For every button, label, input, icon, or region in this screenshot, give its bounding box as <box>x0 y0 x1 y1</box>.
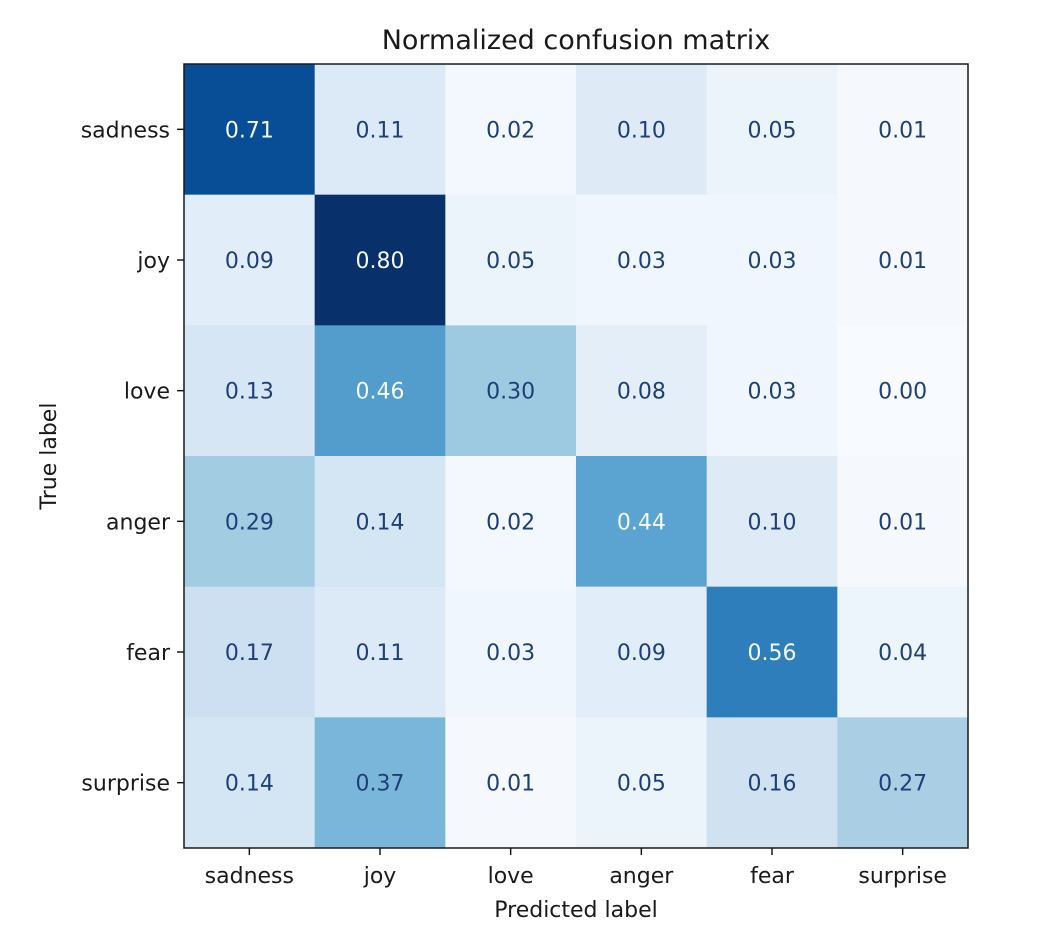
heatmap-cell-joy-surprise <box>837 194 969 326</box>
cell-value-label: 0.10 <box>748 510 797 535</box>
cell-value-label: 0.01 <box>878 510 927 535</box>
heatmap-cell-fear-sadness <box>184 586 316 718</box>
heatmap-cell-sadness-anger <box>576 64 708 196</box>
heatmap-cell-fear-love <box>445 586 577 718</box>
heatmap-cell-surprise-love <box>445 717 577 849</box>
heatmap-cell-fear-anger <box>576 586 708 718</box>
cell-value-label: 0.03 <box>748 249 797 274</box>
heatmap-cell-fear-joy <box>314 586 446 718</box>
cell-value-label: 0.71 <box>225 118 274 143</box>
x-tick-label: fear <box>750 864 795 889</box>
y-tick-label: fear <box>126 641 171 666</box>
heatmap-cell-sadness-surprise <box>837 64 969 196</box>
heatmap-cell-joy-joy <box>314 194 446 326</box>
y-tick-label: joy <box>136 249 170 274</box>
heatmap-cell-love-sadness <box>184 325 316 457</box>
y-axis-label: True label <box>37 403 62 511</box>
heatmap-cell-love-fear <box>706 325 838 457</box>
y-tick-label: love <box>124 380 170 405</box>
heatmap-cell-love-love <box>445 325 577 457</box>
cell-value-label: 0.16 <box>748 772 797 797</box>
cell-value-labels: 0.71 0.11 0.02 0.10 0.05 0.01 0.09 0.80 0.05 0.03… <box>225 118 927 796</box>
heatmap-cell-joy-sadness <box>184 194 316 326</box>
cell-value-label: 0.80 <box>356 249 405 274</box>
y-tick-label: sadness <box>81 118 170 143</box>
cell-value-label: 0.05 <box>748 118 797 143</box>
heatmap-cell-surprise-sadness <box>184 717 316 849</box>
x-tick-label: anger <box>609 864 674 889</box>
cell-value-label: 0.04 <box>878 641 927 666</box>
x-tick-label: sadness <box>205 864 294 889</box>
plot-frame <box>183 63 969 849</box>
x-tick-label: joy <box>363 864 397 889</box>
heatmap-cell-fear-fear <box>706 586 838 718</box>
cell-value-label: 0.01 <box>878 249 927 274</box>
cell-value-label: 0.03 <box>486 641 535 666</box>
heatmap-cell-joy-fear <box>706 194 838 326</box>
cell-value-label: 0.17 <box>225 641 274 666</box>
heatmap-cells <box>184 64 969 849</box>
heatmap-cell-love-surprise <box>837 325 969 457</box>
y-axis-ticks: sadness joy love anger fear surprise <box>81 118 184 797</box>
x-tick-label: surprise <box>858 864 947 889</box>
heatmap-cell-sadness-sadness <box>184 64 316 196</box>
cell-value-label: 0.05 <box>617 772 666 797</box>
cell-value-label: 0.03 <box>748 380 797 405</box>
cell-value-label: 0.03 <box>617 249 666 274</box>
x-axis-label: Predicted label <box>494 898 657 923</box>
heatmap-cell-anger-sadness <box>184 456 316 588</box>
cell-value-label: 0.13 <box>225 380 274 405</box>
cell-value-label: 0.11 <box>356 641 405 666</box>
heatmap-cell-anger-surprise <box>837 456 969 588</box>
heatmap-cell-surprise-anger <box>576 717 708 849</box>
cell-value-label: 0.11 <box>356 118 405 143</box>
cell-value-label: 0.08 <box>617 380 666 405</box>
heatmap-cell-anger-fear <box>706 456 838 588</box>
cell-value-label: 0.14 <box>225 772 274 797</box>
x-tick-label: love <box>488 864 534 889</box>
cell-value-label: 0.14 <box>356 510 405 535</box>
cell-value-label: 0.37 <box>356 772 405 797</box>
cell-value-label: 0.09 <box>617 641 666 666</box>
heatmap-cell-anger-joy <box>314 456 446 588</box>
cell-value-label: 0.27 <box>878 772 927 797</box>
cell-value-label: 0.30 <box>486 380 535 405</box>
cell-value-label: 0.01 <box>878 118 927 143</box>
cell-value-label: 0.56 <box>748 641 797 666</box>
cell-value-label: 0.29 <box>225 510 274 535</box>
heatmap-cell-sadness-love <box>445 64 577 196</box>
y-tick-label: surprise <box>81 772 170 797</box>
heatmap-cell-sadness-fear <box>706 64 838 196</box>
heatmap-cell-anger-love <box>445 456 577 588</box>
cell-value-label: 0.46 <box>356 380 405 405</box>
heatmap-cell-surprise-surprise <box>837 717 969 849</box>
heatmap-cell-love-anger <box>576 325 708 457</box>
cell-value-label: 0.10 <box>617 118 666 143</box>
heatmap-cell-fear-surprise <box>837 586 969 718</box>
heatmap-cell-joy-love <box>445 194 577 326</box>
heatmap-cell-love-joy <box>314 325 446 457</box>
heatmap-cell-anger-anger <box>576 456 708 588</box>
y-tick-label: anger <box>106 510 171 535</box>
cell-value-label: 0.02 <box>486 510 535 535</box>
heatmap-cell-sadness-joy <box>314 64 446 196</box>
cell-value-label: 0.02 <box>486 118 535 143</box>
cell-value-label: 0.09 <box>225 249 274 274</box>
x-axis-ticks: sadness joy love anger fear surprise <box>205 848 947 889</box>
cell-value-label: 0.05 <box>486 249 535 274</box>
heatmap-cell-surprise-fear <box>706 717 838 849</box>
cell-value-label: 0.01 <box>486 772 535 797</box>
chart-title: Normalized confusion matrix <box>382 25 771 56</box>
cell-value-label: 0.44 <box>617 510 666 535</box>
heatmap-cell-surprise-joy <box>314 717 446 849</box>
cell-value-label: 0.00 <box>878 380 927 405</box>
heatmap-cell-joy-anger <box>576 194 708 326</box>
